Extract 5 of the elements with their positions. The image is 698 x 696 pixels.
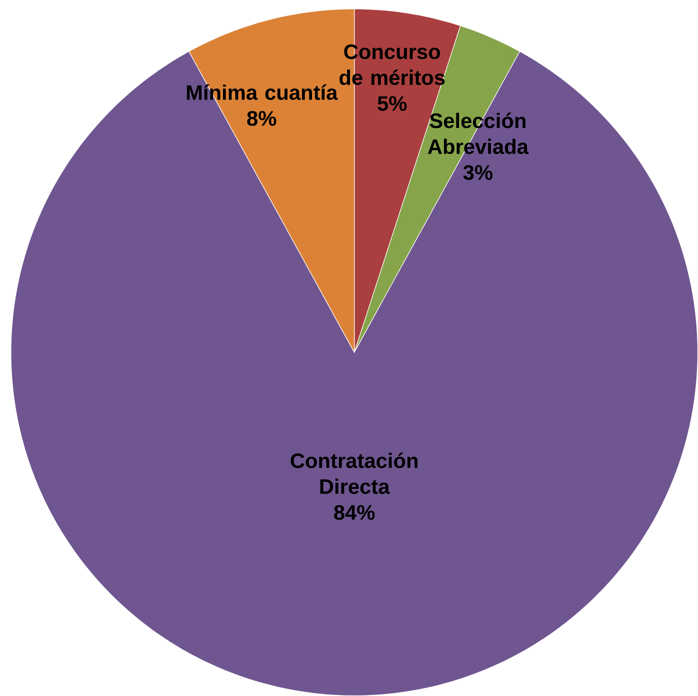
data-label: 3% (463, 165, 492, 180)
data-label: 84% (334, 505, 375, 520)
slice-label: Contratación Directa (290, 452, 418, 494)
data-label: 8% (247, 111, 276, 126)
data-label: 5% (378, 96, 407, 111)
